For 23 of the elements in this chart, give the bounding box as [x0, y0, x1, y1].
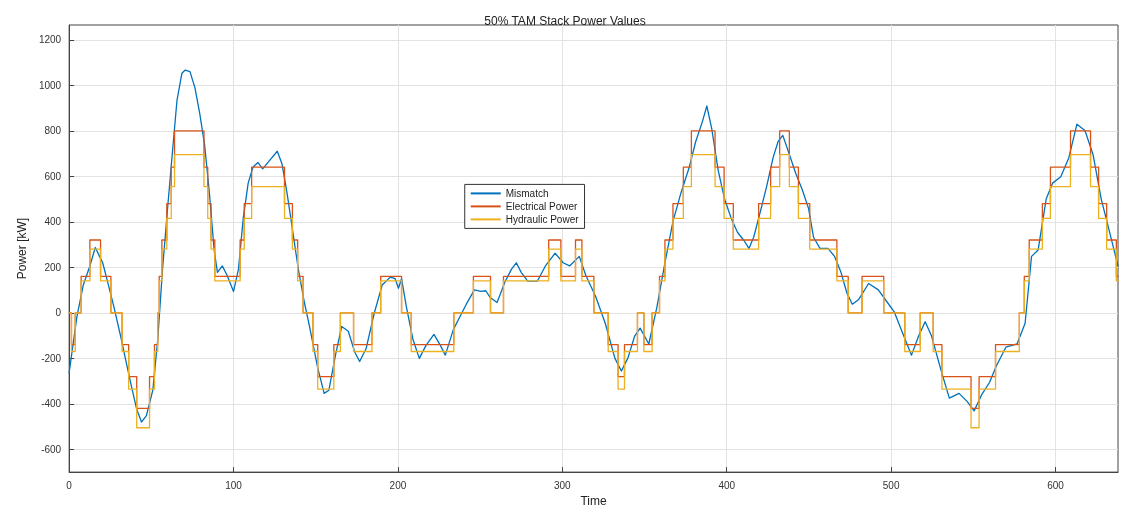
x-tick-label: 600 [1047, 479, 1065, 491]
legend-label: Electrical Power [505, 200, 579, 212]
y-tick-label: 1000 [38, 79, 62, 91]
y-tick-label: 400 [44, 216, 62, 228]
y-tick-label: 0 [55, 307, 62, 319]
legend-label: Hydraulic Power [505, 213, 580, 225]
x-tick-label: 400 [718, 479, 736, 491]
x-tick-label: 100 [225, 479, 243, 491]
x-tick-label: 300 [553, 479, 572, 491]
y-tick-label: -200 [41, 352, 62, 364]
x-axis-title: Time [580, 494, 607, 508]
y-tick-label: 200 [44, 261, 62, 273]
x-tick-label: 500 [882, 479, 900, 491]
y-tick-label: -600 [41, 443, 62, 455]
x-tick-label: 0 [66, 479, 73, 491]
y-tick-label: 600 [44, 170, 62, 182]
y-axis-title: Power [kW] [15, 217, 29, 280]
y-tick-label: -400 [41, 398, 62, 410]
y-tick-label: 800 [44, 125, 62, 137]
legend-label: Mismatch [505, 187, 549, 199]
chart-title: 50% TAM Stack Power Values [484, 14, 646, 28]
x-tick-label: 200 [389, 479, 407, 491]
y-tick-label: 1200 [38, 34, 62, 46]
